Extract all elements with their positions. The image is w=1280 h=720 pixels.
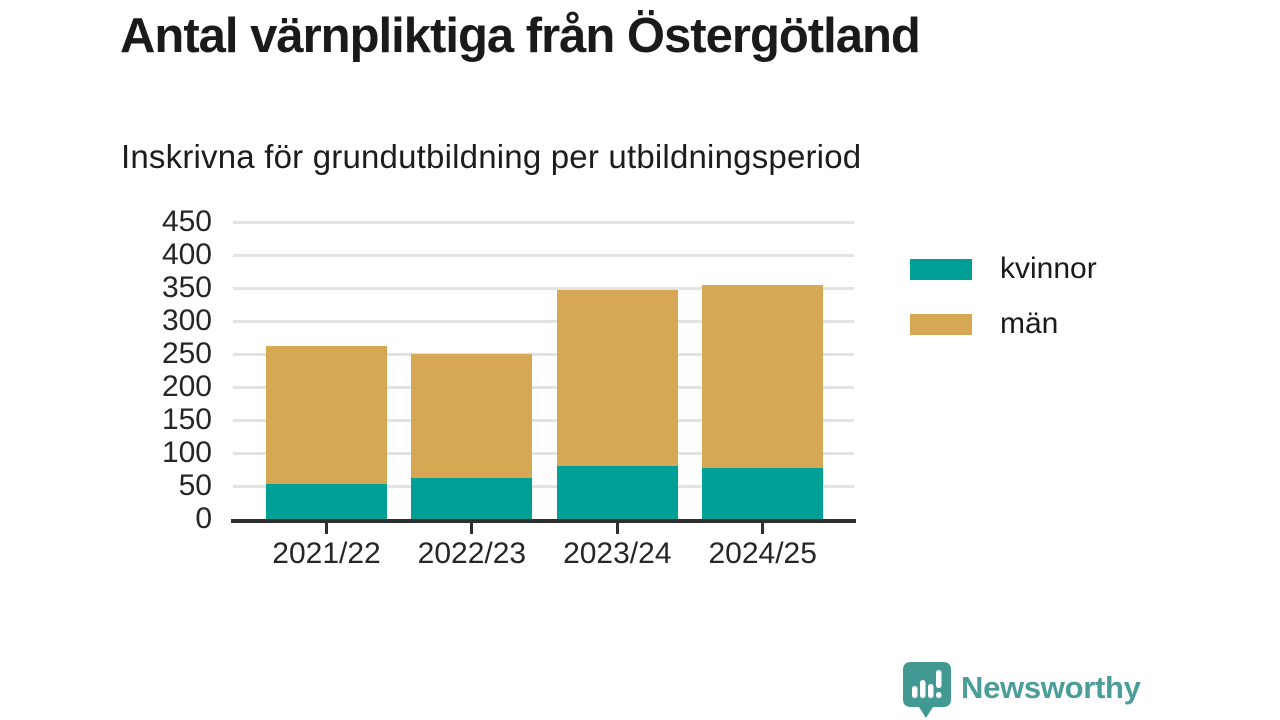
chart-subtitle: Inskrivna för grundutbildning per utbild… (121, 138, 862, 175)
bar-segment-kvinnor (266, 484, 387, 519)
chart-legend: kvinnor män (910, 254, 1097, 339)
gridline (233, 253, 854, 257)
bar-segment-män (411, 354, 533, 479)
bar-segment-män (702, 285, 824, 469)
y-tick-label: 250 (161, 337, 212, 370)
gridline (233, 484, 854, 488)
bar-segment-kvinnor (411, 478, 533, 519)
gridline (233, 418, 854, 422)
bar-segment-kvinnor (556, 466, 678, 519)
gridline (233, 220, 854, 224)
stacked-bar-chart: 0 50 100 150 200 250 300 350 400 450 2021/22 2022/2… (161, 205, 856, 570)
y-tick-label: 100 (161, 436, 212, 469)
x-tick-label: 2024/25 (708, 537, 817, 570)
legend-label: kvinnor (1000, 252, 1097, 285)
legend-item-män: män (910, 309, 1097, 339)
gridline (233, 286, 854, 290)
gridline (233, 319, 854, 323)
newsworthy-logo-icon (903, 662, 951, 718)
bar-stack (556, 289, 678, 519)
x-tick (325, 523, 328, 534)
y-tick-label: 450 (161, 205, 212, 238)
brand-name: Newsworthy (961, 670, 1141, 705)
y-tick-label: 150 (161, 403, 212, 436)
brand-footer: Newsworthy (902, 661, 1141, 719)
bar-segment-män (266, 346, 387, 485)
x-tick (615, 523, 619, 534)
y-tick-label: 300 (161, 304, 212, 337)
legend-item-kvinnor: kvinnor (910, 254, 1097, 284)
y-tick-label: 0 (195, 502, 212, 535)
x-tick-label: 2022/23 (417, 537, 527, 570)
bar-stack (702, 285, 824, 519)
bar-segment-kvinnor (702, 468, 824, 519)
gridline (233, 352, 854, 356)
y-tick-label: 50 (178, 469, 212, 502)
y-tick-label: 400 (161, 238, 212, 271)
bar-segment-män (556, 289, 678, 467)
x-tick (470, 523, 474, 534)
chart-title: Antal värnpliktiga från Östergötland (120, 9, 921, 63)
x-axis-line (231, 519, 856, 523)
y-tick-label: 200 (161, 370, 212, 403)
bar-stack (266, 346, 387, 519)
legend-label: män (1000, 307, 1059, 340)
x-tick (761, 523, 765, 534)
y-tick-label: 350 (161, 271, 212, 304)
legend-swatch (910, 258, 972, 280)
legend-swatch (910, 313, 972, 335)
bar-stack (411, 354, 533, 519)
gridline (233, 385, 854, 389)
x-tick-label: 2023/24 (563, 537, 672, 570)
gridline (233, 451, 854, 455)
x-tick-label: 2021/22 (272, 537, 381, 570)
